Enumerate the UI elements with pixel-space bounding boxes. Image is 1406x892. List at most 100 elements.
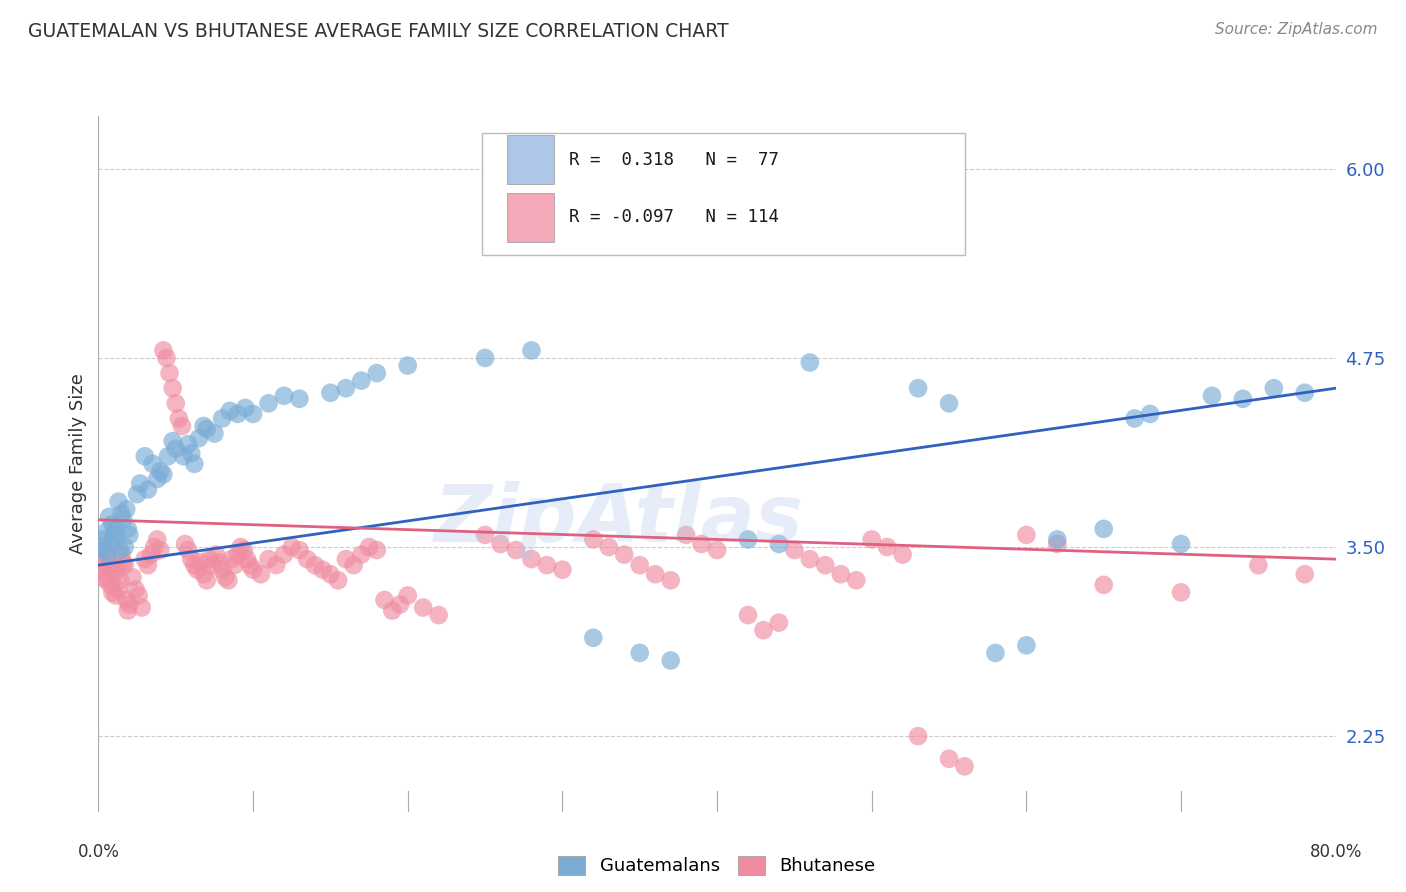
Point bbox=[111, 507, 134, 521]
Point bbox=[489, 537, 512, 551]
Point bbox=[319, 385, 342, 400]
Point bbox=[381, 603, 404, 617]
Point bbox=[288, 392, 311, 406]
Point bbox=[136, 558, 159, 573]
Y-axis label: Average Family Size: Average Family Size bbox=[69, 374, 87, 554]
Point bbox=[112, 513, 135, 527]
Point bbox=[170, 419, 193, 434]
Point bbox=[1201, 389, 1223, 403]
Point bbox=[335, 381, 357, 395]
Point bbox=[118, 598, 141, 612]
Point bbox=[149, 543, 172, 558]
Point bbox=[628, 558, 651, 573]
Point bbox=[108, 543, 131, 558]
Point bbox=[288, 543, 311, 558]
Point bbox=[107, 582, 129, 597]
Point bbox=[91, 533, 114, 547]
Point bbox=[90, 555, 112, 569]
Point bbox=[165, 396, 187, 410]
Point bbox=[876, 540, 898, 554]
Legend: Guatemalans, Bhutanese: Guatemalans, Bhutanese bbox=[551, 849, 883, 883]
Point bbox=[183, 558, 205, 573]
Point bbox=[173, 450, 195, 464]
Point bbox=[146, 533, 169, 547]
Point bbox=[149, 464, 172, 478]
Point bbox=[107, 494, 129, 508]
Point bbox=[229, 540, 252, 554]
Point bbox=[134, 450, 156, 464]
Point bbox=[768, 615, 790, 630]
Point bbox=[1015, 638, 1038, 652]
Point bbox=[195, 422, 218, 436]
Point bbox=[1263, 381, 1285, 395]
Point bbox=[374, 593, 396, 607]
Point bbox=[938, 752, 960, 766]
Point bbox=[139, 548, 162, 562]
Point bbox=[93, 543, 115, 558]
Point bbox=[273, 389, 295, 403]
Point bbox=[232, 543, 254, 558]
Point bbox=[474, 528, 496, 542]
Point bbox=[1247, 558, 1270, 573]
Point bbox=[208, 555, 231, 569]
Point bbox=[190, 555, 212, 569]
Point bbox=[121, 570, 143, 584]
Point bbox=[239, 558, 262, 573]
Bar bbox=[506, 193, 554, 242]
Point bbox=[273, 548, 295, 562]
Point bbox=[659, 574, 682, 588]
Text: 80.0%: 80.0% bbox=[1309, 843, 1362, 861]
Point bbox=[142, 457, 165, 471]
Point bbox=[799, 552, 821, 566]
Point bbox=[103, 528, 125, 542]
Point bbox=[257, 552, 280, 566]
Point bbox=[211, 563, 233, 577]
Point bbox=[104, 522, 127, 536]
Point bbox=[388, 598, 412, 612]
Point bbox=[582, 533, 605, 547]
Text: GUATEMALAN VS BHUTANESE AVERAGE FAMILY SIZE CORRELATION CHART: GUATEMALAN VS BHUTANESE AVERAGE FAMILY S… bbox=[28, 22, 728, 41]
Point bbox=[136, 483, 159, 497]
Point bbox=[96, 574, 118, 588]
Point bbox=[174, 537, 197, 551]
Point bbox=[357, 540, 380, 554]
Point bbox=[644, 567, 666, 582]
Point bbox=[1294, 385, 1316, 400]
Point bbox=[659, 653, 682, 667]
Point bbox=[598, 540, 620, 554]
Point bbox=[1294, 567, 1316, 582]
Point bbox=[183, 457, 205, 471]
Point bbox=[117, 522, 139, 536]
Point bbox=[396, 589, 419, 603]
Point bbox=[366, 366, 388, 380]
Point bbox=[250, 567, 273, 582]
Point bbox=[860, 533, 883, 547]
Point bbox=[1170, 585, 1192, 599]
Point bbox=[830, 567, 852, 582]
Point bbox=[214, 570, 236, 584]
Point bbox=[180, 552, 202, 566]
Point bbox=[162, 381, 184, 395]
Point bbox=[98, 558, 121, 573]
Point bbox=[304, 558, 326, 573]
Point bbox=[114, 540, 136, 554]
Point bbox=[146, 472, 169, 486]
Point bbox=[195, 574, 218, 588]
Point bbox=[96, 524, 118, 539]
Point bbox=[127, 487, 149, 501]
Text: Source: ZipAtlas.com: Source: ZipAtlas.com bbox=[1215, 22, 1378, 37]
Point bbox=[100, 578, 122, 592]
Point bbox=[706, 543, 728, 558]
Point bbox=[219, 404, 242, 418]
Point bbox=[412, 600, 434, 615]
Text: ZipAtlas: ZipAtlas bbox=[433, 481, 803, 558]
Point bbox=[319, 567, 342, 582]
Point bbox=[768, 537, 790, 551]
Point bbox=[427, 608, 450, 623]
Text: R = -0.097   N = 114: R = -0.097 N = 114 bbox=[568, 208, 779, 227]
Point bbox=[115, 502, 138, 516]
Point bbox=[1139, 407, 1161, 421]
Point bbox=[180, 446, 202, 460]
Point bbox=[737, 533, 759, 547]
Point bbox=[242, 563, 264, 577]
